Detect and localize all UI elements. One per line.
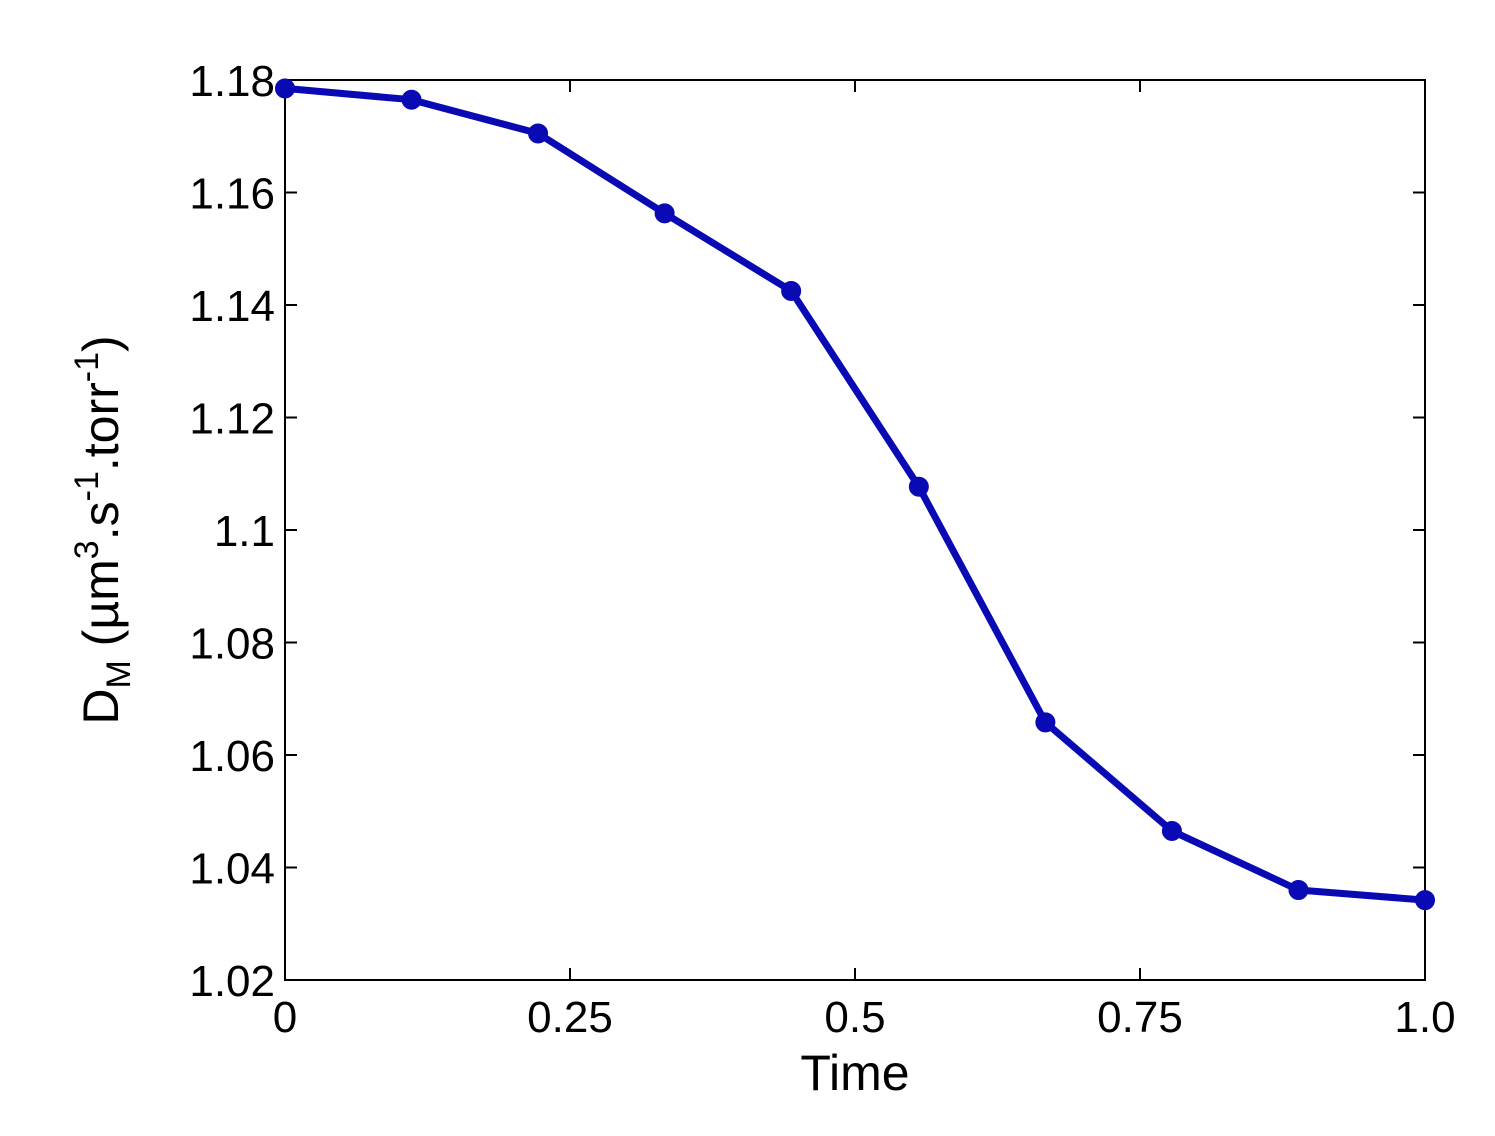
x-tick-label: 0.25	[527, 993, 613, 1042]
data-point	[1035, 712, 1056, 733]
x-axis-ticks: 0 0.25 0.5 0.75 1.0	[273, 80, 1456, 1042]
y-tick-label: 1.06	[189, 732, 275, 781]
series-line	[281, 84, 1429, 904]
data-point	[781, 280, 802, 301]
data-point	[1161, 820, 1182, 841]
y-axis-title-sup-3: 3	[68, 540, 106, 559]
y-axis-title-sup-torr: -1	[68, 352, 106, 382]
data-point	[1415, 890, 1435, 911]
y-axis-title-base: D	[73, 689, 129, 725]
x-tick-label: 0.5	[824, 993, 885, 1042]
y-axis-title-unit-s: .s	[73, 501, 129, 540]
y-tick-label: 1.02	[189, 957, 275, 1006]
x-tick-label: 0.75	[1097, 993, 1183, 1042]
y-tick-label: 1.08	[189, 620, 275, 669]
data-point	[275, 78, 295, 99]
y-axis-title-subscript: M	[100, 660, 138, 688]
y-axis-ticks: 1.02 1.04 1.06 1.08 1.1 1.12 1.14 1.16 1.18	[189, 57, 1425, 1006]
y-tick-label: 1.14	[189, 282, 275, 331]
y-tick-label: 1.12	[189, 395, 275, 444]
y-axis-title-unit-open: (µm	[73, 559, 129, 660]
y-tick-label: 1.1	[214, 507, 275, 556]
x-tick-label: 0	[273, 993, 297, 1042]
data-point	[1288, 880, 1309, 900]
y-axis-title-unit-torr: .torr	[73, 382, 129, 471]
data-point	[401, 89, 422, 110]
y-axis-title: DM (µm3.s-1.torr-1)	[68, 335, 138, 724]
y-tick-label: 1.16	[189, 170, 275, 219]
x-tick-label: 1.0	[1394, 993, 1455, 1042]
y-tick-label: 1.04	[189, 845, 275, 894]
x-axis-title: Time	[800, 1045, 909, 1101]
data-point	[654, 203, 675, 224]
y-axis-title-unit-close: )	[73, 335, 129, 352]
data-point	[528, 123, 549, 144]
y-axis-title-sup-s: -1	[68, 471, 106, 501]
data-point	[908, 476, 929, 497]
series-layer	[275, 78, 1435, 911]
y-tick-label: 1.18	[189, 57, 275, 106]
